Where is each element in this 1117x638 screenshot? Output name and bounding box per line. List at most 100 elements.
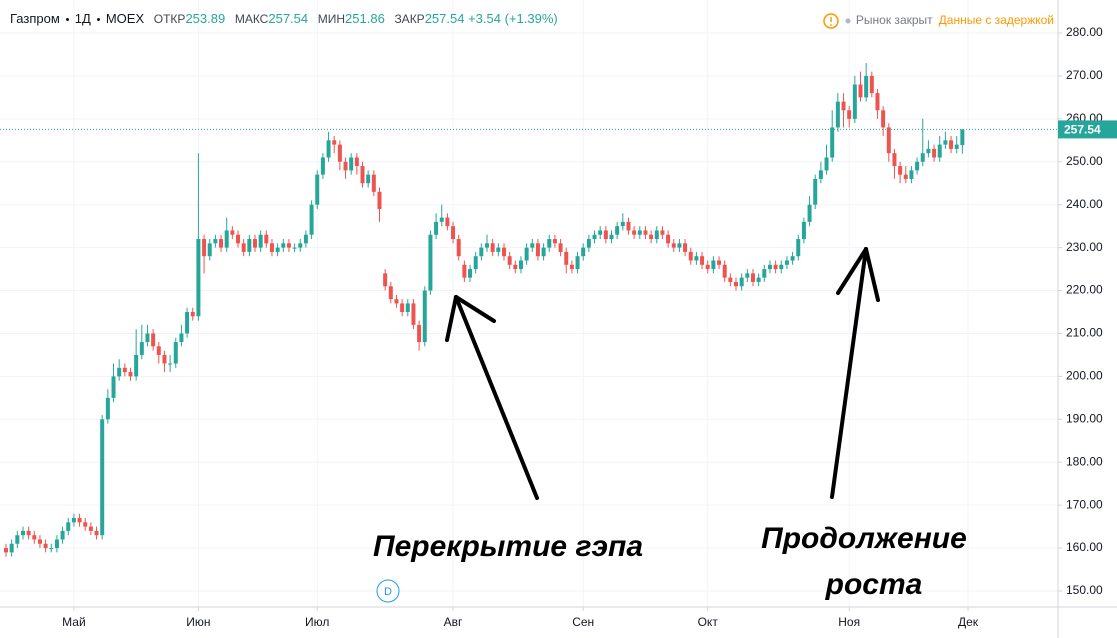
y-tick-label: 270.00 <box>1066 68 1103 82</box>
change-pct: (+1.39%) <box>504 11 558 26</box>
candle-body <box>366 174 371 184</box>
candle-body <box>383 273 388 287</box>
high-value: 257.54 <box>268 11 309 26</box>
candle-body <box>445 217 450 227</box>
y-tick-label: 230.00 <box>1066 240 1103 254</box>
candle-body <box>71 518 76 523</box>
x-tick-label: Окт <box>698 615 719 629</box>
interval[interactable]: 1Д <box>74 11 91 26</box>
candle-body <box>705 264 710 270</box>
candle-body <box>564 251 569 265</box>
candle-body <box>219 239 224 248</box>
low-value: 251.86 <box>345 11 385 26</box>
candle-body <box>858 84 863 98</box>
candle-body <box>156 346 161 355</box>
candle-body <box>111 376 116 398</box>
candle-body <box>654 230 659 240</box>
candle-body <box>717 260 722 265</box>
candle-body <box>349 157 354 171</box>
candle-body <box>552 239 557 244</box>
candle-body <box>496 247 501 252</box>
candle-body <box>949 140 954 149</box>
candle-body <box>179 333 184 343</box>
close-label: ЗАКР <box>394 12 425 26</box>
candle-body <box>773 264 778 270</box>
candle-body <box>915 161 920 171</box>
status-bar: Рынок закрыт Данные с задержкой <box>856 13 1054 27</box>
candle-body <box>547 239 552 248</box>
candle-body <box>473 256 478 270</box>
candle-body <box>728 277 733 282</box>
candle-body <box>852 84 857 119</box>
candle-body <box>688 251 693 261</box>
candle-body <box>468 269 473 278</box>
candle-body <box>122 367 127 373</box>
candle-body <box>303 234 308 244</box>
candle-body <box>535 243 540 257</box>
candle-body <box>479 247 484 257</box>
candle-body <box>77 518 82 523</box>
candle-body <box>224 230 229 248</box>
delay-notice[interactable]: Данные с задержкой <box>938 13 1054 27</box>
candle-body <box>960 129 965 146</box>
badge[interactable]: D <box>384 586 392 598</box>
candle-body <box>428 234 433 291</box>
candle-body <box>185 311 190 334</box>
candle-body <box>920 153 925 162</box>
candle-body <box>26 530 31 536</box>
badge-circle[interactable] <box>376 579 400 603</box>
open-label: ОТКР <box>153 12 186 26</box>
open-value: 253.89 <box>185 11 226 26</box>
candle-body <box>213 239 218 244</box>
y-tick-label: 190.00 <box>1066 411 1103 425</box>
candle-body <box>37 539 42 544</box>
candle-body <box>592 234 597 240</box>
candle-body <box>954 144 959 149</box>
candle-body <box>683 243 688 252</box>
candle-body <box>360 166 365 184</box>
candle-body <box>490 243 495 252</box>
candle-body <box>162 354 167 364</box>
separator <box>96 18 100 22</box>
candle-body <box>88 526 93 531</box>
y-tick-label: 220.00 <box>1066 283 1103 297</box>
candle-body <box>818 170 823 179</box>
candle-body <box>326 140 331 158</box>
candle-body <box>54 539 59 549</box>
candle-body <box>309 204 314 235</box>
candle-body <box>615 226 620 235</box>
arrow <box>445 295 539 500</box>
y-tick-label: 150.00 <box>1066 583 1103 597</box>
y-tick-label: 170.00 <box>1066 497 1103 511</box>
y-tick-label: 210.00 <box>1066 326 1103 340</box>
candle-body <box>343 161 348 171</box>
candle-body <box>354 157 359 167</box>
x-tick-label: Июл <box>305 615 329 629</box>
annotation: Перекрытие гэпа <box>373 530 643 563</box>
candle-body <box>139 342 144 355</box>
candle-body <box>620 221 625 227</box>
candle-body <box>100 419 105 536</box>
candle-body <box>298 243 303 248</box>
candle-body <box>558 243 563 252</box>
candle-body <box>513 264 518 270</box>
candle-body <box>462 264 467 278</box>
candle-body <box>796 239 801 257</box>
x-tick-label: Ноя <box>838 615 860 629</box>
symbol[interactable]: Газпром <box>10 11 60 26</box>
candle-body <box>530 243 535 248</box>
candle-body <box>722 264 727 278</box>
candle-body <box>886 127 891 154</box>
low-label: МИН <box>317 12 346 26</box>
candle-body <box>586 239 591 248</box>
warning-icon[interactable] <box>823 13 839 29</box>
y-tick-label: 280.00 <box>1066 25 1103 39</box>
candle-body <box>9 543 14 553</box>
candle-body <box>83 522 88 527</box>
candle-body <box>207 243 212 257</box>
candle-body <box>649 234 654 240</box>
candle-body <box>813 178 818 205</box>
candle-body <box>632 230 637 235</box>
candle-body <box>575 256 580 270</box>
